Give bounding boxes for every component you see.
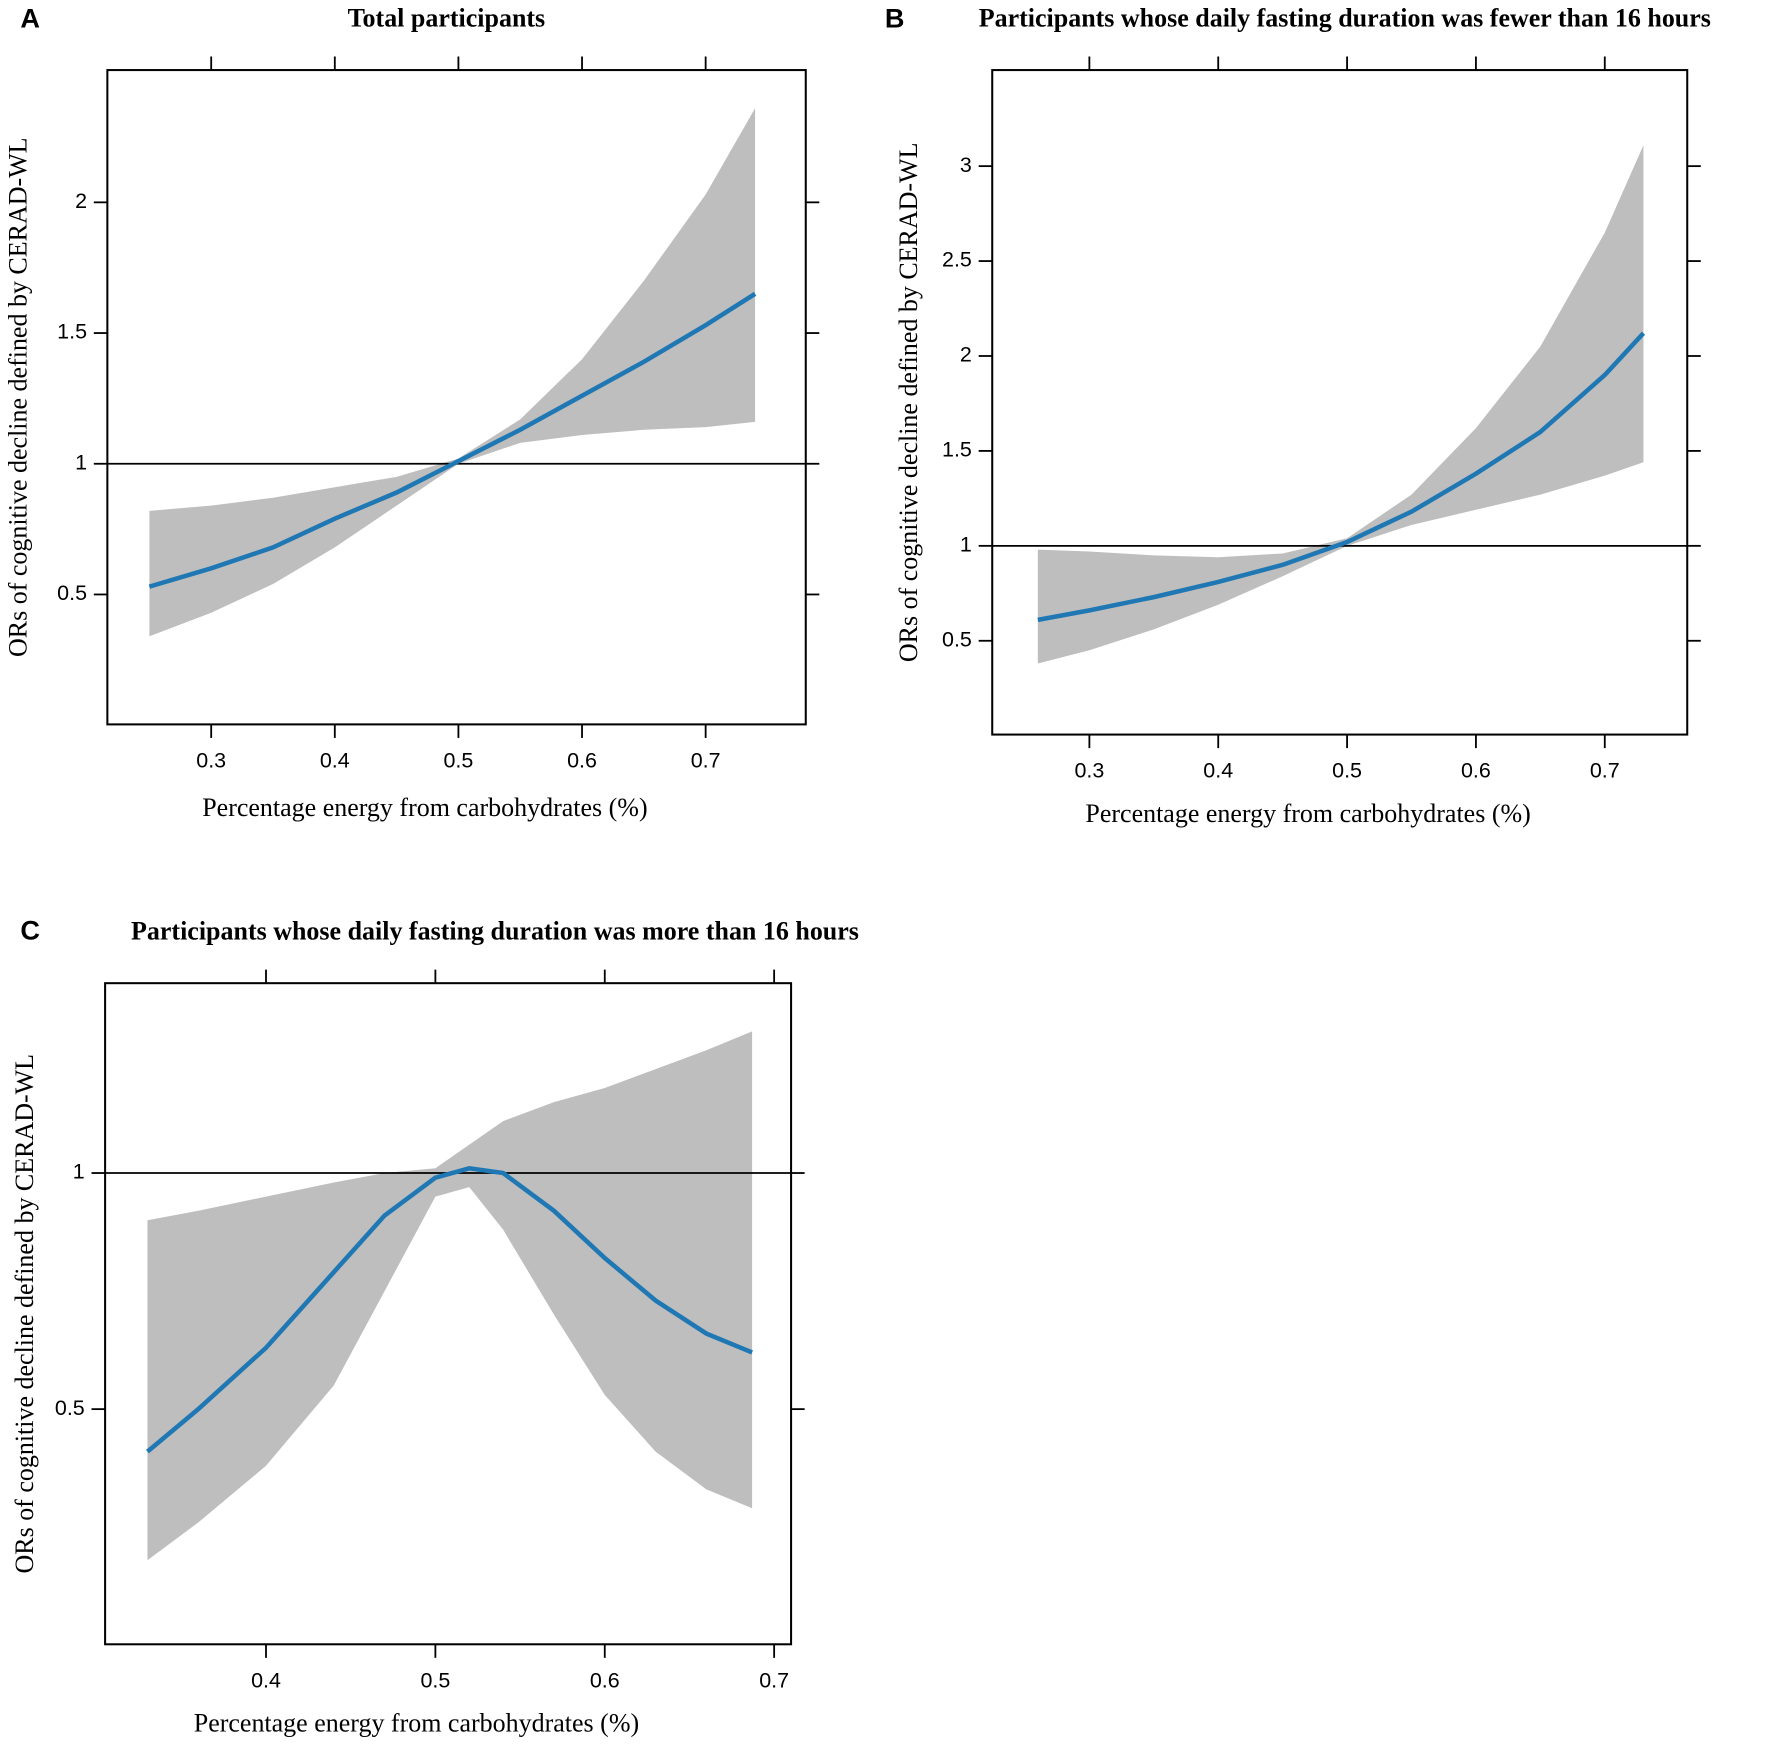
x-tick-label: 0.4 bbox=[320, 748, 350, 772]
x-axis-label: Percentage energy from carbohydrates (%) bbox=[194, 1709, 639, 1738]
plot-frame bbox=[104, 982, 793, 1646]
estimate-line bbox=[145, 1165, 753, 1454]
y-tick-label: 2 bbox=[960, 343, 972, 367]
y-tick-label: 1.5 bbox=[942, 438, 972, 462]
y-tick-label: 0.5 bbox=[55, 1396, 85, 1420]
x-tick-label: 0.7 bbox=[759, 1668, 789, 1692]
x-tick-label: 0.5 bbox=[443, 748, 473, 772]
y-tick-label: 3 bbox=[960, 153, 972, 177]
y-tick-label: 1 bbox=[960, 533, 972, 557]
chart-title: Total participants bbox=[348, 3, 546, 32]
y-tick-label: 1.5 bbox=[57, 320, 87, 344]
chart-title: Participants whose daily fasting duratio… bbox=[131, 916, 859, 945]
y-tick-label: 0.5 bbox=[942, 627, 972, 651]
panel-label: B bbox=[885, 2, 905, 33]
chart-title: Participants whose daily fasting duratio… bbox=[979, 3, 1711, 32]
panel-label: C bbox=[20, 914, 40, 945]
y-tick-label: 0.5 bbox=[57, 581, 87, 605]
x-tick-label: 0.6 bbox=[1461, 759, 1491, 783]
y-axis-label: ORs of cognitive decline defined by CERA… bbox=[10, 1054, 39, 1574]
x-axis-label: Percentage energy from carbohydrates (%) bbox=[1085, 799, 1530, 828]
x-tick-label: 0.3 bbox=[196, 748, 226, 772]
x-tick-label: 0.4 bbox=[1203, 759, 1233, 783]
x-tick-label: 0.4 bbox=[251, 1668, 281, 1692]
x-tick-label: 0.5 bbox=[420, 1668, 450, 1692]
panel-label: A bbox=[20, 2, 40, 33]
x-axis-label: Percentage energy from carbohydrates (%) bbox=[202, 793, 647, 822]
plot-frame bbox=[991, 69, 1689, 736]
y-tick-label: 2.5 bbox=[942, 248, 972, 272]
x-tick-label: 0.6 bbox=[590, 1668, 620, 1692]
estimate-line bbox=[1037, 331, 1646, 623]
confidence-band bbox=[149, 108, 756, 637]
x-tick-label: 0.7 bbox=[691, 748, 721, 772]
estimate-line bbox=[148, 291, 757, 589]
y-axis-label: ORs of cognitive decline defined by CERA… bbox=[894, 143, 923, 663]
confidence-band bbox=[1037, 145, 1644, 664]
x-tick-label: 0.7 bbox=[1590, 759, 1620, 783]
x-tick-label: 0.5 bbox=[1332, 759, 1362, 783]
x-tick-label: 0.3 bbox=[1074, 759, 1104, 783]
y-tick-label: 1 bbox=[73, 1160, 85, 1184]
y-tick-label: 1 bbox=[75, 450, 87, 474]
y-axis-label: ORs of cognitive decline defined by CERA… bbox=[3, 137, 32, 657]
y-tick-label: 2 bbox=[75, 189, 87, 213]
plot-frame bbox=[106, 69, 807, 726]
confidence-band bbox=[147, 1031, 753, 1561]
x-tick-label: 0.6 bbox=[567, 748, 597, 772]
